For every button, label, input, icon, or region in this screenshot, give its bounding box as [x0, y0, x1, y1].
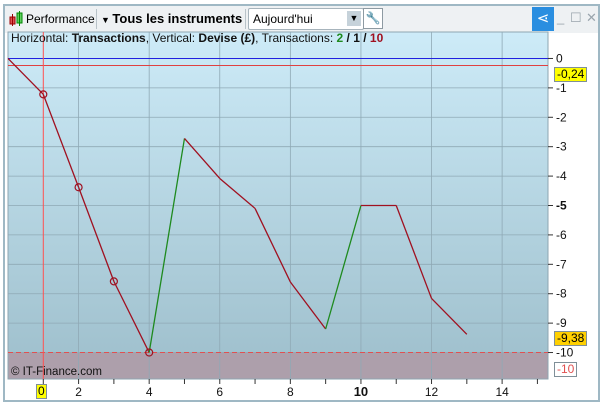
neutral-count: 1 [353, 31, 360, 45]
equity-segment [42, 94, 80, 188]
close-icon[interactable]: ✕ [586, 10, 597, 25]
y-tick-label: -10 [556, 346, 574, 360]
equity-segment [219, 177, 256, 209]
chevron-down-icon[interactable]: ▼ [347, 11, 361, 26]
maximize-icon[interactable]: ☐ [570, 10, 582, 25]
x-tick-label: 14 [495, 385, 509, 399]
data-point-marker [109, 277, 118, 286]
y-tick-label: -2 [556, 110, 567, 124]
y-tick-label: -9 [556, 316, 567, 330]
data-point-marker [74, 183, 83, 192]
x-tick-label: 8 [287, 385, 294, 399]
y-tick-label: -1 [556, 81, 567, 95]
losses-count: 10 [369, 31, 384, 45]
equity-segment [289, 281, 327, 330]
last-value-tag: -0,24 [554, 67, 588, 82]
chart-info: Horizontal: Transactions, Vertical: Devi… [11, 31, 384, 45]
current-value-tag: -9,38 [554, 331, 588, 346]
candlestick-icon [9, 11, 23, 27]
data-point-marker [145, 348, 154, 357]
equity-segment [183, 138, 221, 179]
x-tick-label: 10 [354, 384, 368, 399]
equity-segment [325, 205, 362, 330]
performance-button[interactable]: Performance [26, 12, 95, 26]
period-select[interactable]: Aujourd'hui ▼ [248, 8, 364, 30]
x-tick-label: 2 [75, 385, 82, 399]
y-tick-label: -5 [556, 199, 567, 213]
equity-segment [77, 187, 115, 282]
instruments-dropdown[interactable]: ▼ Tous les instruments [101, 11, 243, 26]
x-tick-label: 12 [425, 385, 439, 399]
y-tick-label: 0 [556, 51, 563, 65]
y-tick-label: -4 [556, 169, 567, 183]
minimize-icon[interactable]: _ [557, 10, 565, 25]
copyright: © IT-Finance.com [11, 366, 102, 378]
equity-segment [431, 297, 468, 335]
equity-segment [148, 138, 186, 353]
equity-segment [254, 208, 291, 283]
data-point-marker [39, 90, 48, 99]
below-min-zone [8, 352, 548, 379]
min-value-tag: -10 [554, 362, 578, 377]
x-tick-label: 6 [216, 385, 223, 399]
equity-segment [395, 205, 433, 299]
share-icon[interactable]: ⋖ [532, 7, 554, 31]
y-tick-label: -8 [556, 287, 567, 301]
y-tick-label: -3 [556, 140, 567, 154]
cursor-x-tag: 0 [36, 384, 47, 399]
y-tick-label: -6 [556, 228, 567, 242]
y-tick-label: -7 [556, 257, 567, 271]
toolbar: Performance ▼ Tous les instruments Aujou… [5, 6, 598, 33]
caret-down-icon: ▼ [101, 15, 113, 25]
equity-segment [113, 281, 150, 353]
wrench-icon[interactable]: 🔧 [363, 8, 383, 29]
x-tick-label: 4 [146, 385, 153, 399]
wins-count: 2 [336, 31, 344, 45]
equity-segment [7, 58, 44, 95]
